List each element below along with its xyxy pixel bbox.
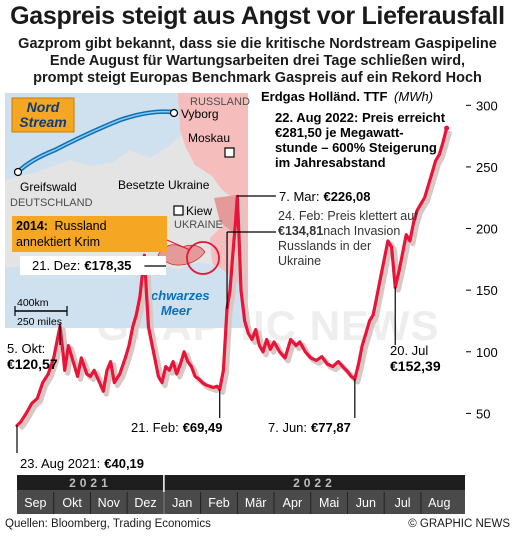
price-line-path [15, 126, 449, 428]
year-band [17, 475, 465, 490]
greifswald-marker [13, 167, 23, 177]
crimea-note-line1: 2014: Russland [16, 219, 107, 233]
subheadline-line-1: Gazprom gibt bekannt, dass sie die kriti… [18, 36, 497, 52]
y-axis: 50 100 150 200 250 300 [466, 98, 498, 421]
map-label-black-sea-1: Schwarzes [142, 288, 209, 303]
vyborg-marker [169, 108, 179, 118]
subheadline-line-2: Ende August für Wartungsarbeiten drei Ta… [49, 53, 466, 69]
price-line [15, 126, 449, 428]
y-tick-label-200: 200 [476, 222, 498, 237]
nordstream-label-box [11, 97, 75, 133]
x-axis: 2021 2022 Sep Okt Nov Dez Jan Feb Mär Apr Mai Jun Ju… [17, 475, 465, 514]
a-aug22-line-3: stunde – 600% Steigerung [275, 140, 437, 155]
month-label-jun: Jun [356, 496, 376, 510]
crimea-circle [186, 241, 220, 275]
map-label-kyiv: Kiew [186, 204, 212, 218]
chart-title: Erdgas Holländ. TTF (MWh) [261, 89, 433, 104]
map-label-greifswald: Greifswald [20, 180, 77, 194]
subheadline-line-3: prompt steigt Europas Benchmark Gaspreis… [33, 70, 482, 86]
map-label-occupied-ukraine: Besetzte Ukraine [118, 178, 210, 192]
a-dez-text: 21. Dez: €178,35 [32, 258, 131, 273]
map-label-black-sea-2: Meer [161, 303, 192, 318]
y-tick-label-150: 150 [476, 283, 498, 298]
year-label-2021: 2021 [69, 476, 112, 490]
map-label-germany: DEUTSCHLAND [10, 197, 93, 209]
a-feb24-line-2: €134,81nach Invasion [278, 224, 400, 238]
y-tick-label-250: 250 [476, 160, 498, 175]
highlight-points [444, 125, 450, 131]
map-inset: Nord Stream RUSSLAND Vyborg Moskau Greif… [5, 93, 250, 328]
crimea-note-line2: annektiert Krim [16, 235, 100, 249]
month-label-aug: Aug [428, 496, 450, 510]
crimea-shape [157, 244, 206, 266]
a-aug21-text: 23. Aug 2021: €40,19 [20, 456, 144, 471]
a-jun7-text: 7. Jun: €77,87 [268, 420, 351, 435]
map-label-ukraine: UKRAINE [174, 219, 223, 231]
map-label-russia: RUSSLAND [190, 96, 250, 108]
a-aug22-line-4: im Jahresabstand [275, 155, 386, 170]
a-okt-label: 5. Okt: [7, 341, 45, 356]
month-band [17, 490, 465, 514]
a-feb24-line-4: Ukraine [278, 254, 321, 268]
year-label-2022: 2022 [293, 476, 336, 490]
month-label-apr: Apr [283, 496, 302, 510]
month-label-jul: Jul [395, 496, 411, 510]
month-label-nov: Nov [98, 496, 121, 510]
source-note: Quellen: Bloomberg, Trading Economics [5, 518, 211, 530]
scale-km: 400km [17, 297, 49, 309]
a-feb21-text: 21. Feb: €69,49 [131, 420, 222, 435]
month-label-jan: Jan [172, 496, 192, 510]
a-feb24-line-1: 24. Feb: Preis klettert auf [278, 209, 418, 223]
annotations: 23. Aug 2021: €40,19 5. Okt:€120,57 21. Dez… [7, 110, 446, 473]
map-label-moscow: Moskau [188, 131, 230, 145]
y-tick-label-100: 100 [476, 345, 498, 360]
a-feb24-line-3: Russlands in der [278, 239, 371, 253]
crimea-note-box [12, 216, 167, 252]
moscow-marker [224, 147, 235, 158]
a-okt-value: €120,57 [7, 356, 58, 372]
month-label-feb: Feb [208, 496, 230, 510]
copyright: © GRAPHIC NEWS [408, 518, 510, 530]
a-aug22-line-2: €281,50 je Megawatt- [275, 125, 404, 140]
y-tick-label-300: 300 [476, 98, 498, 113]
month-label-dez: Dez [134, 496, 156, 510]
month-label-mär: Mär [245, 496, 267, 510]
a-jul20-label: 20. Jul [390, 343, 428, 358]
month-label-okt: Okt [62, 496, 82, 510]
month-label-mai: Mai [319, 496, 339, 510]
crimea-pointer [166, 239, 191, 251]
y-tick-label-50: 50 [476, 406, 490, 421]
month-label-sep: Sep [24, 496, 46, 510]
a-aug21-box [16, 453, 166, 473]
a-jul20-value: €152,39 [390, 358, 441, 374]
a-mar7-text: 7. Mar: €226,08 [279, 189, 370, 204]
peak-point [444, 125, 450, 131]
scale-miles: 250 miles [17, 316, 62, 328]
nordstream-pipeline-inner [17, 110, 173, 173]
nordstream-label-line1: Nord [27, 99, 60, 115]
kyiv-marker [173, 205, 184, 216]
headline: Gaspreis steigt aus Angst vor Lieferausf… [10, 2, 505, 30]
a-dez-box [20, 256, 166, 275]
nordstream-label-line2: Stream [19, 114, 66, 130]
a-aug22-line-1: 22. Aug 2022: Preis erreicht [275, 110, 446, 125]
map-label-vyborg: Vyborg [181, 107, 219, 121]
